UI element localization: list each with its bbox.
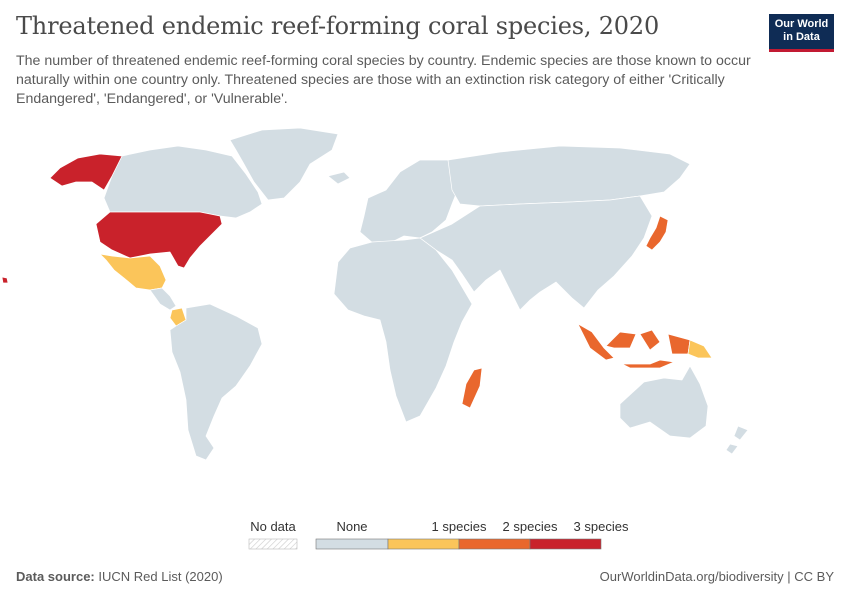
legend: No data None 1 species 2 species 3 speci… (248, 519, 629, 550)
country-mexico[interactable] (99, 253, 167, 291)
country-papua-new-guinea[interactable] (687, 339, 713, 359)
country-iceland[interactable] (327, 171, 351, 185)
chart-subtitle: The number of threatened endemic reef-fo… (16, 53, 751, 107)
owid-logo[interactable]: Our World in Data (769, 14, 834, 52)
legend-two-swatch (458, 538, 531, 550)
region-asia[interactable] (419, 195, 653, 311)
legend-one-label: 1 species (432, 519, 487, 534)
legend-none-label: None (336, 519, 367, 534)
region-europe[interactable] (359, 159, 467, 245)
data-source-label: Data source: (16, 569, 95, 584)
country-japan[interactable] (645, 215, 669, 251)
country-canada[interactable] (103, 145, 263, 219)
chart-title: Threatened endemic reef-forming coral sp… (16, 12, 660, 40)
legend-two-label: 2 species (503, 519, 558, 534)
country-hawaii[interactable] (1, 276, 9, 284)
legend-three-label: 3 species (574, 519, 629, 534)
country-australia[interactable] (619, 365, 709, 439)
country-united-states[interactable] (95, 211, 223, 269)
country-new-zealand[interactable] (725, 425, 749, 455)
country-alaska[interactable] (49, 153, 123, 191)
legend-one-swatch (387, 538, 460, 550)
legend-three-swatch (529, 538, 602, 550)
legend-no-data-label: No data (250, 519, 296, 534)
region-russia[interactable] (447, 145, 691, 207)
region-africa[interactable] (333, 237, 473, 423)
logo-line-1: Our World (774, 18, 829, 30)
data-source: Data source: IUCN Red List (2020) (16, 569, 223, 584)
legend-no-data-swatch (248, 538, 298, 550)
data-source-value: IUCN Red List (2020) (98, 569, 223, 584)
logo-line-2: in Data (783, 31, 820, 43)
country-madagascar[interactable] (461, 367, 483, 409)
region-south-america[interactable] (169, 303, 263, 461)
region-central-america[interactable] (149, 287, 177, 311)
footer-url[interactable]: OurWorldinData.org/biodiversity | CC BY (599, 569, 834, 584)
legend-none-swatch (315, 538, 389, 550)
country-indonesia[interactable] (577, 323, 691, 369)
country-greenland[interactable] (229, 127, 339, 201)
world-map[interactable]: No data None 1 species 2 species 3 speci… (0, 120, 850, 560)
